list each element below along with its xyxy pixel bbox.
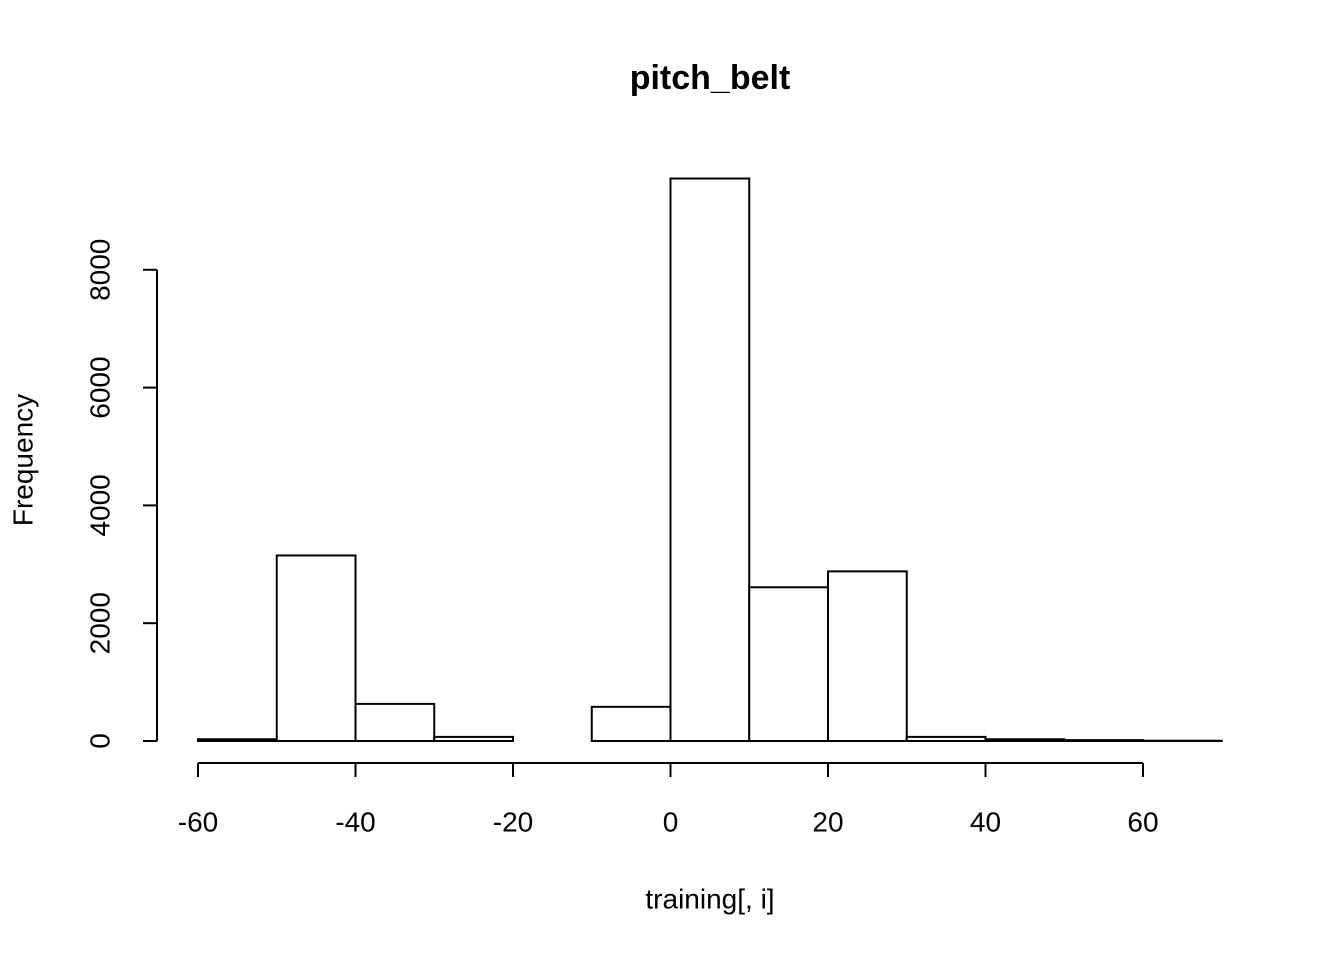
bar xyxy=(354,702,436,743)
bar xyxy=(748,586,829,743)
y-tick-label: 2000 xyxy=(84,592,115,654)
y-tick-label: 0 xyxy=(84,733,115,749)
x-tick-label: 0 xyxy=(663,806,679,837)
bar xyxy=(1063,739,1144,743)
bar xyxy=(905,735,987,742)
bar xyxy=(275,554,357,743)
bar xyxy=(984,738,1066,742)
bar xyxy=(827,570,908,743)
y-axis-label: Frequency xyxy=(7,394,38,526)
y-tick-label: 6000 xyxy=(84,356,115,418)
x-tick-label: -40 xyxy=(335,806,375,837)
x-tick-label: 60 xyxy=(1127,806,1158,837)
x-tick-label: -20 xyxy=(493,806,533,837)
x-tick-label: 20 xyxy=(812,806,843,837)
y-tick-label: 8000 xyxy=(84,239,115,301)
bar xyxy=(433,735,514,742)
chart-title: pitch_belt xyxy=(630,59,791,97)
y-tick-label: 4000 xyxy=(84,474,115,536)
bar xyxy=(669,177,751,742)
x-axis-label: training[, i] xyxy=(645,883,774,914)
bar xyxy=(590,705,672,743)
x-tick-label: 40 xyxy=(970,806,1001,837)
bar xyxy=(197,738,278,742)
x-tick-label: -60 xyxy=(178,806,218,837)
